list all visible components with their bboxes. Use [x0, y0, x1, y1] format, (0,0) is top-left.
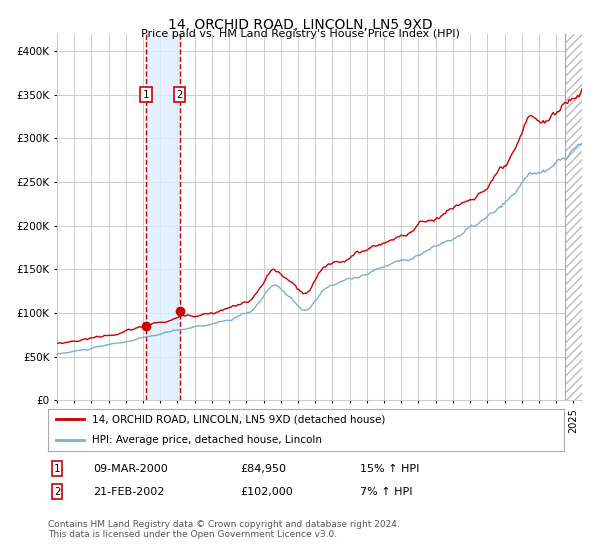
- Bar: [146, 34, 180, 400]
- Text: Price paid vs. HM Land Registry's House Price Index (HPI): Price paid vs. HM Land Registry's House …: [140, 29, 460, 39]
- Text: 2: 2: [176, 90, 183, 100]
- Text: HPI: Average price, detached house, Lincoln: HPI: Average price, detached house, Linc…: [92, 435, 322, 445]
- Text: 21-FEB-2002: 21-FEB-2002: [93, 487, 164, 497]
- Text: 7% ↑ HPI: 7% ↑ HPI: [360, 487, 413, 497]
- Text: 14, ORCHID ROAD, LINCOLN, LN5 9XD: 14, ORCHID ROAD, LINCOLN, LN5 9XD: [167, 18, 433, 32]
- Bar: [565, 34, 582, 400]
- Text: 1: 1: [54, 464, 60, 474]
- Text: Contains HM Land Registry data © Crown copyright and database right 2024.
This d: Contains HM Land Registry data © Crown c…: [48, 520, 400, 539]
- Text: 15% ↑ HPI: 15% ↑ HPI: [360, 464, 419, 474]
- Text: 14, ORCHID ROAD, LINCOLN, LN5 9XD (detached house): 14, ORCHID ROAD, LINCOLN, LN5 9XD (detac…: [92, 414, 385, 424]
- Text: £102,000: £102,000: [240, 487, 293, 497]
- Text: 2: 2: [54, 487, 60, 497]
- Text: £84,950: £84,950: [240, 464, 286, 474]
- Text: 1: 1: [143, 90, 149, 100]
- Text: 09-MAR-2000: 09-MAR-2000: [93, 464, 168, 474]
